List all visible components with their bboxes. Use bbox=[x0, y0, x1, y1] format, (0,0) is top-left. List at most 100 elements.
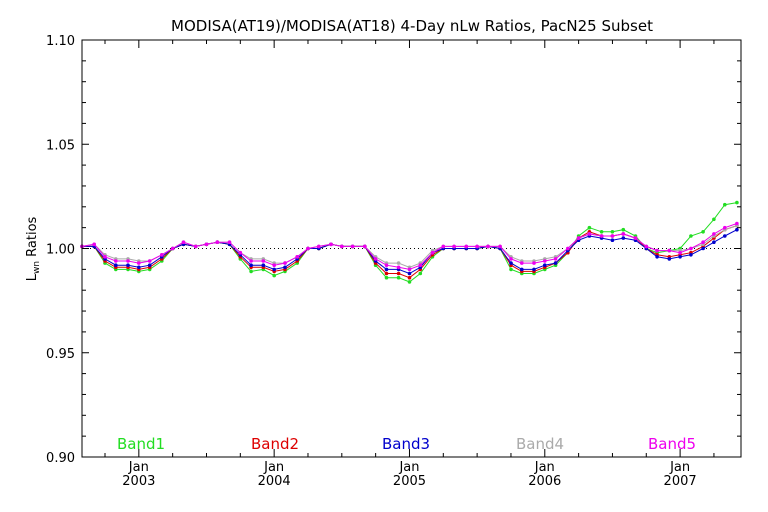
data-point bbox=[396, 261, 401, 265]
data-point bbox=[261, 259, 266, 263]
data-point bbox=[599, 230, 604, 234]
y-axis-label-sub: wn bbox=[32, 261, 42, 274]
data-point bbox=[430, 250, 435, 255]
data-point bbox=[509, 267, 513, 272]
data-point bbox=[441, 244, 446, 249]
data-point bbox=[532, 267, 536, 272]
data-point bbox=[543, 263, 547, 268]
series-layer bbox=[80, 200, 739, 284]
data-point bbox=[723, 234, 727, 238]
data-point bbox=[407, 280, 412, 284]
data-point bbox=[407, 271, 412, 276]
data-point bbox=[249, 263, 253, 268]
data-point bbox=[418, 263, 423, 268]
data-point bbox=[452, 244, 456, 249]
data-point bbox=[126, 259, 130, 263]
data-point bbox=[587, 232, 592, 236]
data-point bbox=[678, 250, 682, 255]
y-tick-label: 0.90 bbox=[46, 451, 75, 466]
y-axis-label: Lwn Ratios bbox=[25, 216, 42, 281]
data-point bbox=[644, 244, 649, 249]
data-point bbox=[261, 263, 266, 268]
data-point bbox=[621, 232, 626, 236]
data-point bbox=[227, 240, 232, 244]
data-point bbox=[340, 244, 344, 249]
data-point bbox=[306, 246, 310, 251]
series-band5 bbox=[80, 221, 739, 272]
data-point bbox=[114, 259, 118, 263]
data-point bbox=[689, 253, 693, 257]
data-point bbox=[667, 257, 672, 261]
data-point bbox=[137, 261, 141, 265]
data-point bbox=[633, 236, 638, 240]
data-point bbox=[215, 240, 220, 244]
data-point bbox=[610, 234, 615, 238]
legend: Band1 Band2 Band3 Band4 Band5 bbox=[117, 435, 696, 453]
data-point bbox=[712, 217, 716, 222]
data-point bbox=[520, 261, 524, 265]
data-point bbox=[170, 246, 175, 251]
data-point bbox=[238, 250, 243, 255]
data-point bbox=[599, 234, 604, 238]
svg-text:Lwn Ratios: Lwn Ratios bbox=[25, 216, 42, 281]
data-point bbox=[329, 242, 333, 247]
data-point bbox=[553, 261, 558, 265]
data-point bbox=[621, 227, 626, 232]
x-tick-label-year: 2005 bbox=[393, 474, 426, 489]
data-point bbox=[147, 259, 152, 263]
legend-label-band4: Band4 bbox=[516, 435, 564, 453]
data-point bbox=[553, 257, 558, 261]
chart-title: MODISA(AT19)/MODISA(AT18) 4-Day nLw Rati… bbox=[171, 17, 653, 35]
x-tick-label-year: 2007 bbox=[664, 474, 697, 489]
x-tick-label-month: Jan bbox=[534, 460, 555, 475]
data-point bbox=[610, 238, 615, 242]
data-point bbox=[272, 273, 277, 278]
data-point bbox=[587, 225, 592, 230]
data-point bbox=[147, 263, 152, 268]
data-point bbox=[384, 271, 389, 276]
data-point bbox=[272, 263, 277, 268]
y-axis-label-rest: Ratios bbox=[25, 216, 40, 261]
plot-frame bbox=[81, 39, 742, 458]
data-point bbox=[384, 267, 389, 272]
legend-label-band1: Band1 bbox=[117, 435, 165, 453]
x-tick-label-month: Jan bbox=[398, 460, 419, 475]
data-point bbox=[181, 240, 186, 244]
data-point bbox=[689, 246, 693, 251]
data-point bbox=[396, 265, 401, 270]
data-point bbox=[576, 236, 581, 240]
data-point bbox=[193, 244, 198, 249]
data-point bbox=[509, 261, 513, 265]
ticks-layer: 0.900.951.001.051.10Jan2003Jan2004Jan200… bbox=[46, 34, 741, 489]
data-point bbox=[678, 254, 682, 259]
data-point bbox=[712, 232, 716, 236]
data-point bbox=[655, 254, 659, 259]
data-point bbox=[384, 275, 389, 280]
data-point bbox=[407, 275, 412, 280]
x-tick-label-month: Jan bbox=[128, 460, 149, 475]
data-point bbox=[464, 244, 469, 249]
data-point bbox=[407, 267, 412, 272]
data-point bbox=[610, 230, 615, 234]
data-point bbox=[475, 244, 479, 249]
data-point bbox=[272, 267, 277, 272]
x-tick-label-year: 2003 bbox=[122, 474, 155, 489]
data-point bbox=[126, 263, 130, 268]
data-point bbox=[295, 254, 300, 259]
data-point bbox=[735, 200, 739, 205]
data-point bbox=[712, 240, 716, 244]
data-point bbox=[667, 248, 672, 253]
y-tick-label: 1.10 bbox=[46, 34, 75, 49]
data-point bbox=[655, 248, 659, 253]
data-point bbox=[689, 234, 693, 238]
data-point bbox=[735, 221, 739, 226]
data-point bbox=[532, 261, 536, 265]
data-point bbox=[520, 267, 524, 272]
data-point bbox=[317, 244, 321, 249]
data-point bbox=[735, 227, 739, 232]
data-point bbox=[396, 271, 401, 276]
legend-label-band3: Band3 bbox=[382, 435, 430, 453]
data-point bbox=[701, 230, 705, 234]
data-point bbox=[137, 265, 141, 270]
data-point bbox=[350, 244, 355, 249]
